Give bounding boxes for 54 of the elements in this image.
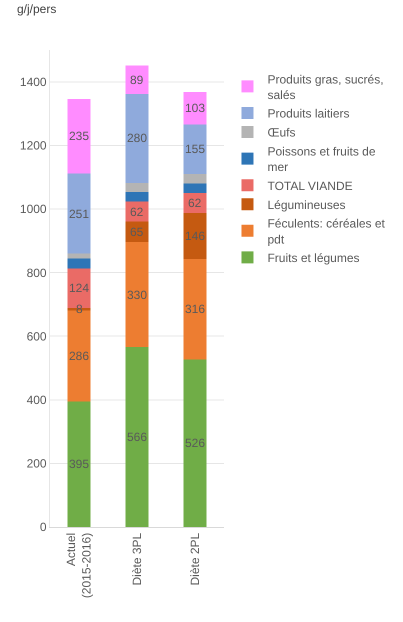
- data-label: 124: [69, 281, 90, 295]
- bar: [67, 174, 91, 254]
- legend-label: Produits gras, sucrés, salés: [267, 72, 384, 102]
- data-label: 566: [127, 430, 148, 444]
- data-label: 251: [69, 207, 90, 221]
- x-tick-label: Diète 2PL: [188, 532, 202, 586]
- bar: [183, 212, 207, 260]
- y-tick-label: 200: [26, 456, 47, 471]
- bar: [67, 254, 91, 258]
- data-label: 62: [130, 205, 144, 219]
- bar: [67, 98, 91, 174]
- bar: [183, 124, 207, 174]
- y-tick-label: 400: [26, 393, 47, 407]
- legend-label: Légumineuses: [267, 198, 346, 212]
- bar: [183, 360, 207, 527]
- y-tick-label: 600: [26, 329, 47, 344]
- y-tick-label: 1000: [20, 202, 47, 216]
- bar: [67, 401, 91, 527]
- bar: [67, 258, 91, 268]
- data-label: 235: [69, 129, 90, 143]
- y-tick-label: 1200: [20, 138, 47, 153]
- legend-label: TOTAL VIANDE: [267, 178, 353, 193]
- legend-label: Fruits et légumes: [267, 251, 360, 266]
- bar: [125, 182, 149, 192]
- data-label: 155: [185, 142, 206, 156]
- y-tick-label: 800: [26, 266, 47, 280]
- data-label: 146: [185, 229, 206, 243]
- y-axis-title: g/j/pers: [17, 2, 56, 16]
- data-label: 330: [127, 288, 148, 302]
- data-label: 280: [127, 131, 148, 145]
- bar: [125, 192, 149, 202]
- data-label: 89: [130, 73, 144, 87]
- bar: [125, 242, 149, 348]
- legend-label: Produits laitiers: [267, 106, 350, 121]
- legend-label: Œufs: [267, 126, 296, 140]
- bar: [125, 347, 149, 527]
- data-label: 395: [69, 457, 90, 471]
- data-label: 316: [185, 302, 206, 316]
- legend-label: Poissons et fruits de mer: [267, 144, 376, 174]
- x-tick-label: Diète 3PL: [130, 532, 144, 586]
- data-label: 8: [76, 302, 83, 316]
- legend-label: Féculents: céréales et pdt: [267, 216, 386, 246]
- data-label: 62: [188, 196, 202, 210]
- data-label: 526: [185, 436, 206, 450]
- bar: [125, 94, 149, 183]
- y-tick-label: 0: [40, 520, 47, 534]
- bar: [183, 259, 207, 360]
- bar: [183, 184, 207, 194]
- data-label: 103: [185, 101, 206, 115]
- bar: [183, 174, 207, 184]
- data-label: 65: [130, 225, 144, 239]
- x-tick-label: Actuel (2015-2016): [64, 532, 94, 598]
- data-label: 286: [69, 349, 90, 363]
- y-tick-label: 1400: [20, 75, 47, 89]
